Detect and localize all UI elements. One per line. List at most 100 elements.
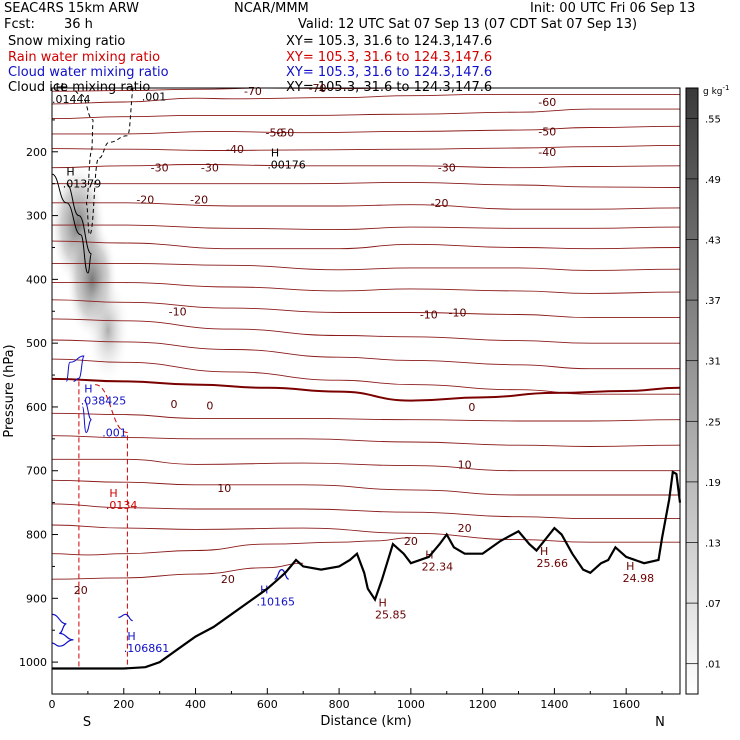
- isotherm-line: [52, 524, 680, 543]
- terrain-line: [52, 470, 682, 670]
- isotherm-line: [52, 358, 680, 395]
- y-tick-label: 800: [26, 529, 47, 542]
- colorbar-level-label: .07: [705, 599, 721, 610]
- extremum-mark: H: [540, 545, 548, 558]
- valid-label: Valid: 12 UTC Sat 07 Sep 13 (07 CDT Sat …: [298, 17, 638, 32]
- isotherm-line: [52, 144, 680, 151]
- isotherm-line: [52, 202, 680, 210]
- isotherm-label: 0: [206, 400, 213, 413]
- plot-frame: [51, 87, 681, 695]
- cloud-water-contour: [65, 355, 85, 382]
- isotherm-line: [52, 224, 680, 231]
- extremum-mark: H: [66, 166, 74, 179]
- isotherm-label: -10: [420, 308, 438, 321]
- extremum-value: .0134: [106, 499, 138, 512]
- isotherm-label: -50: [538, 125, 556, 138]
- extremum-value: .01444: [52, 93, 91, 106]
- isotherm-line: [52, 282, 680, 294]
- extremum-value: .038425: [81, 395, 127, 408]
- cloud-water-contour: [274, 568, 289, 580]
- isotherm-line: [52, 479, 680, 496]
- freezing-isotherm: [52, 377, 680, 402]
- y-tick-label: 900: [26, 592, 47, 605]
- isotherm-label: -60: [538, 96, 556, 109]
- isotherm-label: -40: [538, 146, 556, 159]
- isotherm-label: 20: [74, 584, 88, 597]
- y-tick-label: 400: [26, 273, 47, 286]
- isotherm-line: [52, 562, 304, 580]
- colorbar-level-label: .19: [705, 478, 721, 489]
- extremum-mark: H: [626, 560, 634, 573]
- isotherm-label: -50: [266, 127, 284, 140]
- extremum-value: .106861: [124, 642, 169, 655]
- init-label: Init: 00 UTC Fri 06 Sep 13: [530, 1, 696, 16]
- x-axis-right-end: N: [655, 715, 665, 730]
- y-tick-label: 1000: [19, 656, 47, 669]
- field-xy-cloud-water: XY= 105.3, 31.6 to 124.3,147.6: [286, 65, 493, 80]
- extremum-value: 25.85: [375, 608, 407, 621]
- model-label: SEAC4RS 15km ARW: [4, 1, 140, 16]
- y-tick-label: 300: [26, 210, 47, 223]
- extremum-mark: H: [109, 487, 117, 500]
- x-axis-left-end: S: [83, 715, 91, 730]
- isotherm-label: 10: [458, 458, 472, 471]
- isotherm-line: [52, 412, 680, 422]
- cloud-water-contour: [82, 400, 92, 434]
- field-name-cloud-water: Cloud water mixing ratio: [8, 65, 169, 80]
- isotherm-line: [52, 435, 680, 447]
- extremum-value: .01379: [63, 178, 102, 191]
- isotherm-label: -20: [136, 194, 154, 207]
- isotherm-label: -20: [431, 197, 449, 210]
- x-tick-label: 400: [185, 698, 206, 711]
- colorbar-level-label: .25: [705, 417, 721, 428]
- y-tick-label: 200: [26, 146, 47, 159]
- x-tick-label: 0: [49, 698, 56, 711]
- rain-contour: [94, 384, 128, 669]
- cloud-ice-contour: [72, 88, 134, 236]
- isotherm-line: [52, 181, 680, 188]
- extremum-mark: H: [379, 596, 387, 609]
- colorbar-level-label: .31: [705, 357, 721, 368]
- extremum-mark: H: [127, 630, 135, 643]
- isotherm-label: -50: [276, 127, 294, 140]
- field-xy-rain: XY= 105.3, 31.6 to 124.3,147.6: [286, 50, 493, 65]
- x-tick-label: 200: [113, 698, 134, 711]
- isotherm-label: -10: [449, 307, 467, 320]
- isotherm-line: [52, 318, 680, 344]
- extremum-value: .001: [102, 426, 127, 439]
- x-tick-label: 800: [329, 698, 350, 711]
- isotherm-line: [52, 503, 680, 520]
- y-axis-label: Pressure (hPa): [2, 344, 17, 437]
- isotherm-label: 20: [404, 535, 418, 548]
- extremum-value: .001: [142, 90, 167, 103]
- colorbar-level-label: .49: [705, 175, 721, 186]
- extremum-mark: H: [271, 147, 279, 160]
- y-tick-label: 700: [26, 465, 47, 478]
- fcst-value: 36 h: [64, 17, 93, 32]
- isotherm-label: -10: [169, 305, 187, 318]
- isotherm-label: 20: [458, 522, 472, 535]
- colorbar-level-label: .37: [705, 296, 721, 307]
- x-axis-label: Distance (km): [320, 714, 411, 729]
- colorbar-level-label: .13: [705, 539, 721, 550]
- isotherm-label: -30: [151, 162, 169, 175]
- isotherm-line: [52, 108, 680, 120]
- isotherm-label: 0: [171, 398, 178, 411]
- colorbar-level-label: .55: [705, 114, 721, 125]
- cloud-water-contour: [118, 613, 133, 622]
- extremum-value: .00176: [267, 159, 306, 172]
- isotherm-line: [52, 125, 680, 135]
- isotherm-line: [52, 299, 680, 319]
- isotherm-line: [52, 88, 457, 92]
- fcst-label: Fcst:: [4, 17, 35, 32]
- isotherm-label: -30: [201, 162, 219, 175]
- isotherm-label: 0: [468, 401, 475, 414]
- field-name-rain: Rain water mixing ratio: [8, 50, 161, 65]
- isotherm-line: [52, 164, 680, 169]
- isotherm-line: [52, 240, 680, 250]
- isotherm-label: -20: [190, 194, 208, 207]
- extremum-value: 22.34: [422, 560, 454, 573]
- snow-shading: [86, 275, 130, 385]
- y-tick-label: 500: [26, 337, 47, 350]
